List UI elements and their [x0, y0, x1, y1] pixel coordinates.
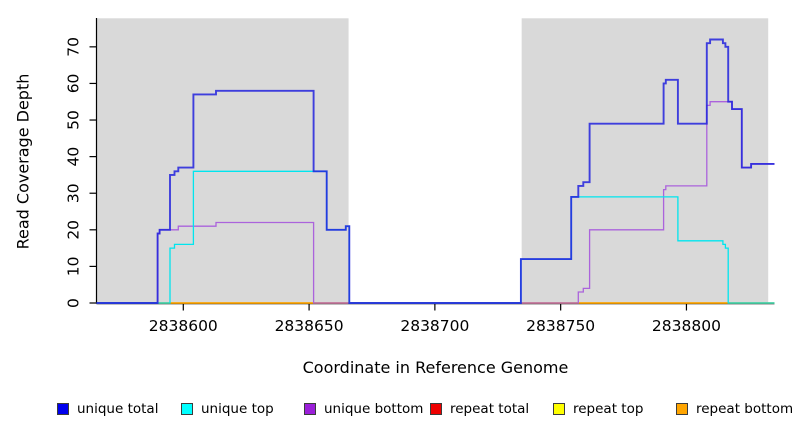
legend-item-repeat-total: repeat total — [430, 399, 529, 419]
right-amplicon-region — [521, 18, 769, 304]
legend-item-unique-total: unique total — [57, 399, 158, 419]
y-tick-label: 30 — [65, 183, 83, 203]
legend-swatch-unique-bottom — [304, 403, 316, 415]
x-axis-title: Coordinate in Reference Genome — [302, 358, 569, 377]
coverage-plot: 2838600 2838650 2838700 2838750 2838800 0 10 20… — [65, 18, 775, 335]
y-tick-label: 40 — [65, 147, 83, 167]
y-tick-label: 10 — [65, 257, 83, 277]
legend-label: repeat top — [573, 401, 644, 417]
legend-swatch-unique-total — [57, 403, 69, 415]
legend-label: unique bottom — [324, 401, 424, 417]
legend-item-unique-bottom: unique bottom — [304, 399, 423, 419]
x-tick-label: 2838750 — [526, 317, 595, 335]
legend-label: repeat bottom — [696, 401, 792, 417]
series-unique-total — [96, 38, 775, 304]
x-tick-label: 2838600 — [149, 317, 218, 335]
x-tick-label: 2838700 — [400, 317, 469, 335]
legend-label: unique top — [201, 401, 274, 417]
legend-item-repeat-top: repeat top — [553, 399, 643, 419]
y-tick-label: 50 — [65, 110, 83, 130]
legend-swatch-repeat-total — [430, 403, 442, 415]
y-tick-label: 60 — [65, 74, 83, 94]
legend-label: repeat total — [450, 401, 530, 417]
x-tick-label: 2838650 — [275, 317, 344, 335]
legend-swatch-unique-top — [181, 403, 193, 415]
legend-item-repeat-bottom: repeat bottom — [676, 399, 792, 419]
y-tick-label: 0 — [65, 298, 83, 308]
legend-label: unique total — [77, 401, 159, 417]
legend-item-unique-top: unique top — [181, 399, 274, 419]
legend: unique total unique top unique bottom repea… — [0, 399, 792, 423]
y-tick-label: 70 — [65, 37, 83, 57]
legend-swatch-repeat-top — [553, 403, 565, 415]
x-tick-label: 2838800 — [652, 317, 721, 335]
left-amplicon-region — [96, 18, 349, 304]
y-axis-title: Read Coverage Depth — [13, 73, 33, 250]
legend-swatch-repeat-bottom — [676, 403, 688, 415]
y-tick-label: 20 — [65, 220, 83, 240]
